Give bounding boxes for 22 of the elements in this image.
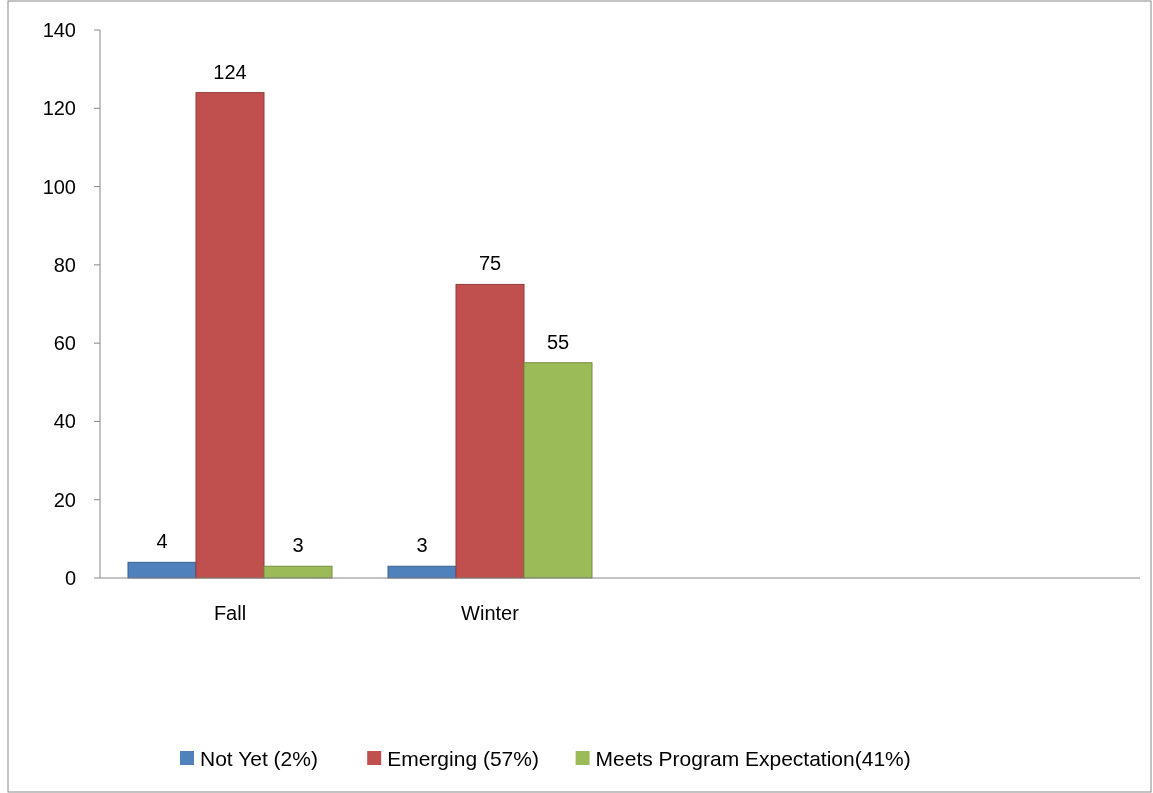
- legend-label: Not Yet (2%): [200, 747, 318, 770]
- bar: [523, 362, 593, 579]
- x-tick-label: Fall: [213, 602, 247, 624]
- y-tick-label: 60: [53, 332, 76, 355]
- y-tick-label: 20: [53, 488, 76, 511]
- legend-label: Meets Program Expectation(41%): [595, 747, 911, 770]
- bar: [455, 283, 525, 579]
- y-tick-label: 0: [64, 567, 76, 589]
- y-tick-label: 120: [42, 97, 76, 120]
- y-tick-label: 40: [53, 410, 76, 433]
- data-label: 4: [156, 530, 168, 553]
- y-tick-label: 100: [42, 175, 76, 198]
- data-label: 55: [546, 330, 570, 353]
- data-label: 75: [478, 252, 502, 275]
- data-label: 124: [213, 60, 247, 83]
- x-tick-label: Winter: [461, 602, 520, 624]
- y-tick-label: 80: [53, 253, 76, 276]
- data-label: 3: [292, 534, 304, 557]
- bar: [195, 92, 265, 579]
- legend-label: Emerging (57%): [387, 747, 539, 770]
- data-label: 3: [416, 534, 428, 557]
- y-tick-label: 140: [42, 19, 76, 41]
